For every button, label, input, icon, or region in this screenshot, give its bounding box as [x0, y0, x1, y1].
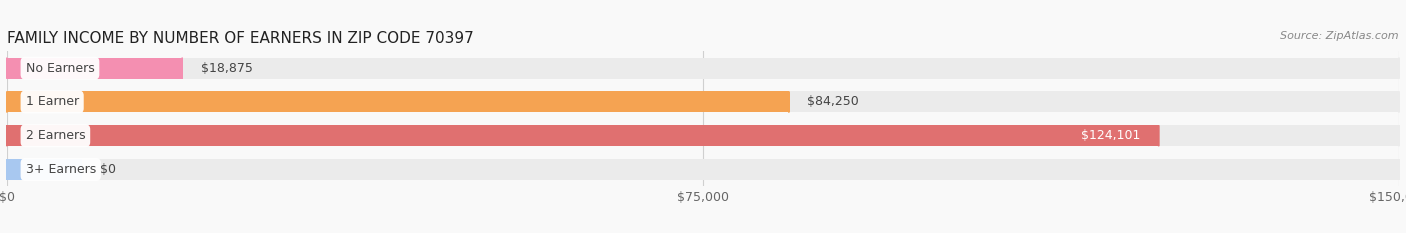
Bar: [7, 125, 1399, 146]
Text: $0: $0: [100, 163, 115, 176]
Text: $18,875: $18,875: [201, 62, 253, 75]
Bar: [7, 159, 82, 180]
Text: FAMILY INCOME BY NUMBER OF EARNERS IN ZIP CODE 70397: FAMILY INCOME BY NUMBER OF EARNERS IN ZI…: [7, 31, 474, 46]
Text: $124,101: $124,101: [1081, 129, 1140, 142]
Text: 3+ Earners: 3+ Earners: [25, 163, 96, 176]
Bar: [7, 92, 789, 112]
Text: Source: ZipAtlas.com: Source: ZipAtlas.com: [1281, 31, 1399, 41]
Bar: [7, 159, 1399, 180]
Bar: [7, 125, 1159, 146]
Bar: [7, 92, 1399, 112]
Text: $84,250: $84,250: [807, 96, 859, 108]
Text: 2 Earners: 2 Earners: [25, 129, 86, 142]
Text: No Earners: No Earners: [25, 62, 94, 75]
Bar: [7, 58, 1399, 79]
Text: 1 Earner: 1 Earner: [25, 96, 79, 108]
Bar: [7, 58, 183, 79]
